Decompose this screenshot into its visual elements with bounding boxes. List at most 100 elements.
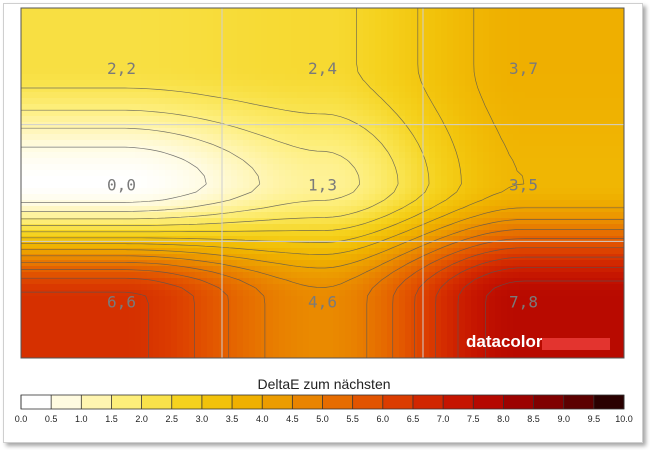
heat-cell	[183, 134, 190, 141]
heat-cell	[231, 116, 238, 123]
heat-cell	[603, 272, 610, 279]
heat-cell	[189, 92, 196, 99]
heat-cell	[309, 224, 316, 231]
heat-cell	[369, 122, 376, 129]
heat-cell	[231, 194, 238, 201]
heat-cell	[69, 212, 76, 219]
heat-cell	[237, 176, 244, 183]
heat-cell	[387, 194, 394, 201]
heat-cell	[297, 50, 304, 57]
heat-cell	[549, 116, 556, 123]
heat-cell	[99, 116, 106, 123]
heat-cell	[477, 92, 484, 99]
heat-cell	[195, 8, 202, 15]
heat-cell	[375, 134, 382, 141]
heat-cell	[183, 182, 190, 189]
heat-cell	[249, 158, 256, 165]
heat-cell	[597, 104, 604, 111]
heat-cell	[285, 122, 292, 129]
heat-cell	[339, 212, 346, 219]
heat-cell	[297, 56, 304, 63]
heat-cell	[99, 68, 106, 75]
heat-cell	[249, 236, 256, 243]
heat-cell	[513, 92, 520, 99]
heat-cell	[213, 158, 220, 165]
heat-cell	[333, 182, 340, 189]
heat-cell	[123, 26, 130, 33]
heat-cell	[207, 200, 214, 207]
heat-cell	[387, 266, 394, 273]
heat-cell	[177, 218, 184, 225]
heat-cell	[327, 128, 334, 135]
heat-cell	[63, 38, 70, 45]
heat-cell	[477, 38, 484, 45]
heat-cell	[585, 146, 592, 153]
heat-cell	[285, 212, 292, 219]
heat-cell	[81, 164, 88, 171]
heat-cell	[201, 20, 208, 27]
heat-cell	[327, 230, 334, 237]
heat-cell	[321, 200, 328, 207]
heat-cell	[207, 74, 214, 81]
heat-cell	[243, 170, 250, 177]
heat-cell	[591, 80, 598, 87]
heat-cell	[621, 260, 624, 267]
heat-cell	[567, 248, 574, 255]
heat-cell	[303, 26, 310, 33]
heat-cell	[135, 8, 142, 15]
heat-cell	[621, 242, 624, 249]
heat-cell	[93, 284, 100, 291]
heat-cell	[171, 176, 178, 183]
heat-cell	[63, 98, 70, 105]
heat-cell	[369, 290, 376, 297]
heat-cell	[129, 140, 136, 147]
heat-cell	[141, 212, 148, 219]
heat-cell	[375, 74, 382, 81]
heat-cell	[423, 176, 430, 183]
heat-cell	[249, 272, 256, 279]
heat-cell	[357, 116, 364, 123]
heat-cell	[189, 110, 196, 117]
heat-cell	[345, 290, 352, 297]
heat-cell	[531, 170, 538, 177]
heat-cell	[135, 158, 142, 165]
heat-cell	[333, 170, 340, 177]
heat-cell	[243, 206, 250, 213]
heat-cell	[27, 152, 34, 159]
heat-cell	[573, 146, 580, 153]
heat-cell	[333, 122, 340, 129]
heat-cell	[357, 206, 364, 213]
heat-cell	[285, 260, 292, 267]
heat-cell	[519, 8, 526, 15]
heat-cell	[117, 116, 124, 123]
heat-cell	[51, 170, 58, 177]
heat-cell	[591, 86, 598, 93]
heat-cell	[279, 62, 286, 69]
heat-cell	[153, 80, 160, 87]
heat-cell	[135, 68, 142, 75]
heat-cell	[393, 182, 400, 189]
heat-cell	[489, 68, 496, 75]
heat-cell	[435, 296, 442, 303]
heat-cell	[147, 302, 154, 309]
heat-cell	[45, 140, 52, 147]
heat-cell	[603, 212, 610, 219]
heat-cell	[357, 296, 364, 303]
heat-cell	[459, 134, 466, 141]
heat-cell	[57, 212, 64, 219]
heat-cell	[39, 44, 46, 51]
heat-cell	[555, 128, 562, 135]
heat-cell	[603, 140, 610, 147]
heat-cell	[621, 110, 624, 117]
heat-cell	[489, 146, 496, 153]
heat-cell	[27, 8, 34, 15]
heat-cell	[471, 128, 478, 135]
heat-cell	[201, 32, 208, 39]
heat-cell	[477, 62, 484, 69]
heat-cell	[531, 230, 538, 237]
heat-cell	[471, 278, 478, 285]
heat-cell	[345, 86, 352, 93]
heat-cell	[399, 146, 406, 153]
heat-cell	[177, 38, 184, 45]
heat-cell	[357, 158, 364, 165]
